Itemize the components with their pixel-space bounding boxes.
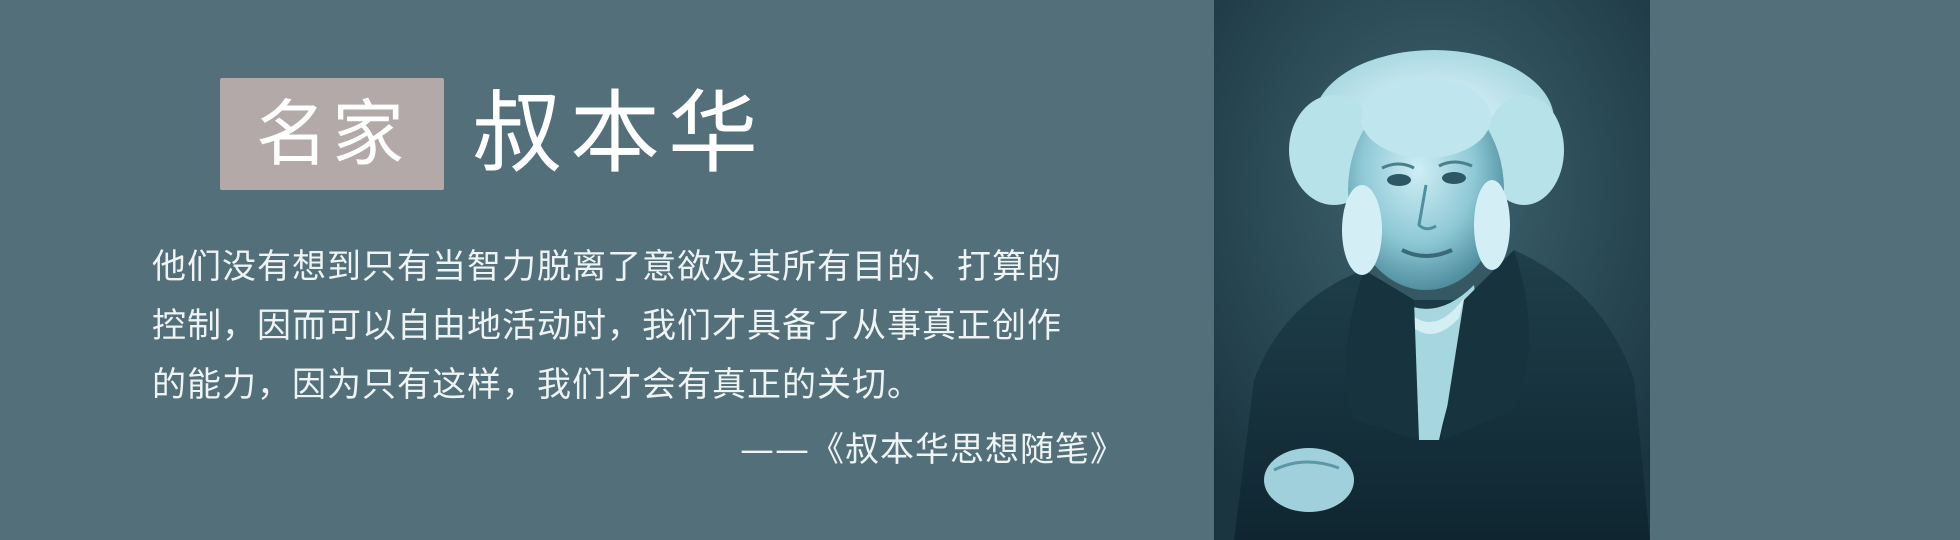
right-lapel (1442, 250, 1529, 440)
hand-fingers (1273, 460, 1340, 472)
left-sideburn (1342, 185, 1382, 275)
quote-line: 他们没有想到只有当智力脱离了意欲及其所有目的、打算的 (152, 247, 1062, 287)
right-sideburn (1474, 180, 1510, 270)
category-badge: 名家 (220, 78, 444, 190)
quote-source: ——《叔本华思想随笔》 (740, 430, 1125, 470)
portrait-image (1214, 0, 1650, 540)
left-lapel (1346, 270, 1419, 440)
left-eye (1387, 174, 1411, 186)
portrait-illustration (1214, 0, 1650, 540)
quote-text: 他们没有想到只有当智力脱离了意欲及其所有目的、打算的 控制，因而可以自由地活动时… (152, 238, 1132, 415)
hand (1264, 448, 1354, 512)
right-eye (1442, 172, 1466, 184)
quote-line: 的能力，因为只有这样，我们才会有真正的关切。 (152, 365, 922, 405)
quote-line: 控制，因而可以自由地活动时，我们才具备了从事真正创作 (152, 306, 1062, 346)
collar (1399, 298, 1464, 334)
left-brow (1381, 162, 1415, 170)
hair-right (1484, 95, 1564, 205)
person-name: 叔本华 (472, 81, 766, 186)
forehead (1361, 78, 1491, 158)
nose (1417, 184, 1437, 231)
title-row: 名家 叔本华 (220, 78, 766, 190)
right-brow (1438, 160, 1473, 168)
mouth (1401, 248, 1453, 258)
